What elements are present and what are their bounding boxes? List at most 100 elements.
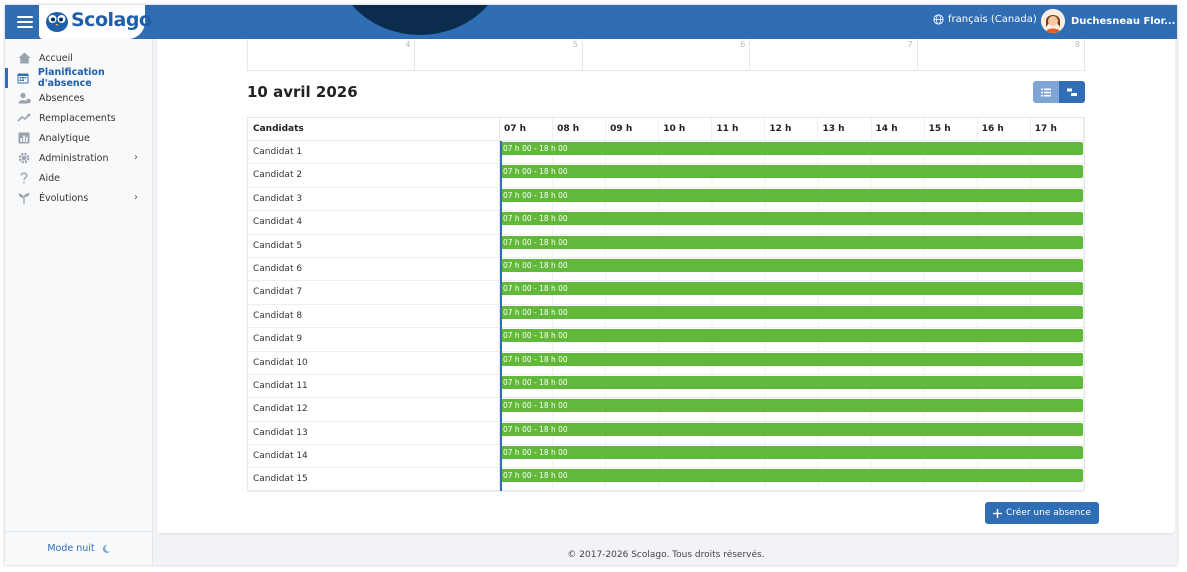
candidate-name: Candidat 3 <box>248 187 500 211</box>
table-row: Candidat 4 07 h 00 - 18 h 00 <box>248 211 1084 235</box>
calendar-day-number: 7 <box>907 40 913 49</box>
gear-icon <box>17 151 31 165</box>
table-row: Candidat 6 07 h 00 - 18 h 00 <box>248 257 1084 282</box>
menu-icon[interactable] <box>17 14 33 30</box>
list-view-button[interactable] <box>1033 81 1059 103</box>
timeline-icon <box>1067 88 1077 96</box>
availability-bar[interactable]: 07 h 00 - 18 h 00 <box>500 142 1083 155</box>
calendar-day-cell[interactable]: 4 <box>248 39 416 70</box>
availability-bar[interactable]: 07 h 00 - 18 h 00 <box>500 329 1083 343</box>
avatar <box>1041 9 1065 33</box>
app-window: Scolago français (Canada) Duchesneau Flo… <box>5 5 1177 565</box>
replacement-icon <box>17 111 31 125</box>
night-mode-toggle[interactable]: Mode nuit <box>5 531 153 565</box>
calendar-day-cell[interactable]: 8 <box>918 39 1084 70</box>
availability-bar[interactable]: 07 h 00 - 18 h 00 <box>500 446 1083 460</box>
candidate-name: Candidat 10 <box>248 351 500 375</box>
logo-wordmark[interactable]: Scolago <box>71 9 152 31</box>
sidebar-item-accueil[interactable]: Accueil <box>5 48 152 68</box>
calendar-day-cell[interactable]: 6 <box>583 39 751 70</box>
candidates-column-header: Candidats <box>248 118 500 140</box>
sidebar-item-absences[interactable]: Absences <box>5 88 152 108</box>
candidate-name: Candidat 5 <box>248 234 500 258</box>
sidebar-item--volutions[interactable]: Évolutions › <box>5 188 152 208</box>
calendar-day-number: 8 <box>1074 40 1081 49</box>
chart-icon <box>17 131 31 145</box>
language-selector[interactable]: français (Canada) <box>933 14 1037 25</box>
availability-bar[interactable]: 07 h 00 - 18 h 00 <box>500 212 1083 226</box>
user-name: Duchesneau Flor... <box>1071 15 1176 27</box>
candidate-name: Candidat 1 <box>248 141 500 164</box>
sidebar-item-remplacements[interactable]: Remplacements <box>5 108 152 128</box>
timeline-lane: 07 h 00 - 18 h 00 <box>500 257 1084 281</box>
availability-bar[interactable]: 07 h 00 - 18 h 00 <box>500 352 1083 366</box>
hour-header: 11 h <box>712 118 766 140</box>
table-row: Candidat 5 07 h 00 - 18 h 00 <box>248 234 1084 258</box>
availability-bar[interactable]: 07 h 00 - 18 h 00 <box>500 235 1083 249</box>
timeline-lane: 07 h 00 - 18 h 00 <box>500 328 1084 352</box>
list-icon <box>1041 88 1051 96</box>
schedule-grid: Candidats 07 h 08 h 09 h 10 h 11 h 12 h 13 h 14… <box>247 117 1085 492</box>
hour-header: 14 h <box>872 118 925 140</box>
view-toggle <box>1033 81 1085 103</box>
calendar-day-number: 4 <box>405 40 411 49</box>
availability-bar[interactable]: 07 h 00 - 18 h 00 <box>500 165 1083 179</box>
availability-bar[interactable]: 07 h 00 - 18 h 00 <box>500 375 1083 389</box>
create-absence-button[interactable]: Créer une absence <box>985 502 1099 524</box>
hour-header: 12 h <box>765 118 819 140</box>
hour-header: 13 h <box>818 118 872 140</box>
timeline-lane: 07 h 00 - 18 h 00 <box>500 164 1084 188</box>
current-time-line <box>500 141 502 491</box>
create-absence-label: Créer une absence <box>1006 508 1091 518</box>
candidate-name: Candidat 11 <box>248 374 500 398</box>
timeline-lane: 07 h 00 - 18 h 00 <box>500 445 1084 469</box>
calendar-day-cell[interactable]: 7 <box>750 39 918 70</box>
plus-icon <box>993 508 1002 518</box>
table-row: Candidat 10 07 h 00 - 18 h 00 <box>248 351 1084 375</box>
availability-bar[interactable]: 07 h 00 - 18 h 00 <box>500 305 1083 319</box>
sidebar-nav: Accueil Planification d'absence Absences Re… <box>5 39 152 208</box>
sidebar-item-analytique[interactable]: Analytique <box>5 128 152 148</box>
availability-bar[interactable]: 07 h 00 - 18 h 00 <box>500 258 1083 272</box>
calendar-day-cell[interactable]: 5 <box>415 39 583 70</box>
timeline-lane: 07 h 00 - 18 h 00 <box>500 398 1084 422</box>
hour-header: 07 h <box>500 118 554 140</box>
language-label: français (Canada) <box>948 14 1037 25</box>
hour-header: 15 h <box>925 118 978 140</box>
candidate-name: Candidat 9 <box>248 328 500 352</box>
timeline-view-button[interactable] <box>1059 81 1085 103</box>
availability-bar[interactable]: 07 h 00 - 18 h 00 <box>500 188 1083 202</box>
availability-bar[interactable]: 07 h 00 - 18 h 00 <box>500 282 1083 296</box>
sidebar-item-aide[interactable]: Aide <box>5 168 152 188</box>
footer: © 2017-2026 Scolago. Tous droits réservé… <box>567 550 765 560</box>
timeline-lane: 07 h 00 - 18 h 00 <box>500 421 1084 445</box>
calendar-icon <box>17 71 30 85</box>
avatar-icon <box>1041 9 1065 33</box>
hour-header: 09 h <box>606 118 660 140</box>
user-menu[interactable]: Duchesneau Flor... <box>1041 9 1175 33</box>
timeline-lane: 07 h 00 - 18 h 00 <box>500 234 1084 258</box>
candidate-name: Candidat 2 <box>248 164 500 188</box>
sidebar-item-label: Analytique <box>39 132 90 144</box>
table-row: Candidat 15 07 h 00 - 18 h 00 <box>248 468 1084 492</box>
globe-icon <box>933 14 944 25</box>
availability-bar[interactable]: 07 h 00 - 18 h 00 <box>500 422 1083 436</box>
timeline-lane: 07 h 00 - 18 h 00 <box>500 374 1084 398</box>
candidate-name: Candidat 8 <box>248 304 500 328</box>
chevron-right-icon: › <box>134 192 138 203</box>
timeline-lane: 07 h 00 - 18 h 00 <box>500 468 1084 492</box>
home-icon <box>17 51 31 65</box>
schedule-rows: Candidat 1 07 h 00 - 18 h 00 Candidat 2 07 … <box>248 141 1084 492</box>
table-row: Candidat 13 07 h 00 - 18 h 00 <box>248 421 1084 446</box>
availability-bar[interactable]: 07 h 00 - 18 h 00 <box>500 399 1083 413</box>
sidebar-item-planification-d-absence[interactable]: Planification d'absence <box>5 67 152 89</box>
sidebar-item-administration[interactable]: Administration › <box>5 148 152 168</box>
top-bar: Scolago français (Canada) Duchesneau Flo… <box>5 5 1177 39</box>
schedule-header: Candidats 07 h 08 h 09 h 10 h 11 h 12 h 13 h 14… <box>248 118 1084 141</box>
sidebar: Accueil Planification d'absence Absences Re… <box>5 39 153 565</box>
timeline-lane: 07 h 00 - 18 h 00 <box>500 304 1084 328</box>
availability-bar[interactable]: 07 h 00 - 18 h 00 <box>500 469 1083 483</box>
table-row: Candidat 12 07 h 00 - 18 h 00 <box>248 398 1084 422</box>
sidebar-item-label: Évolutions <box>39 192 89 204</box>
table-row: Candidat 3 07 h 00 - 18 h 00 <box>248 187 1084 212</box>
